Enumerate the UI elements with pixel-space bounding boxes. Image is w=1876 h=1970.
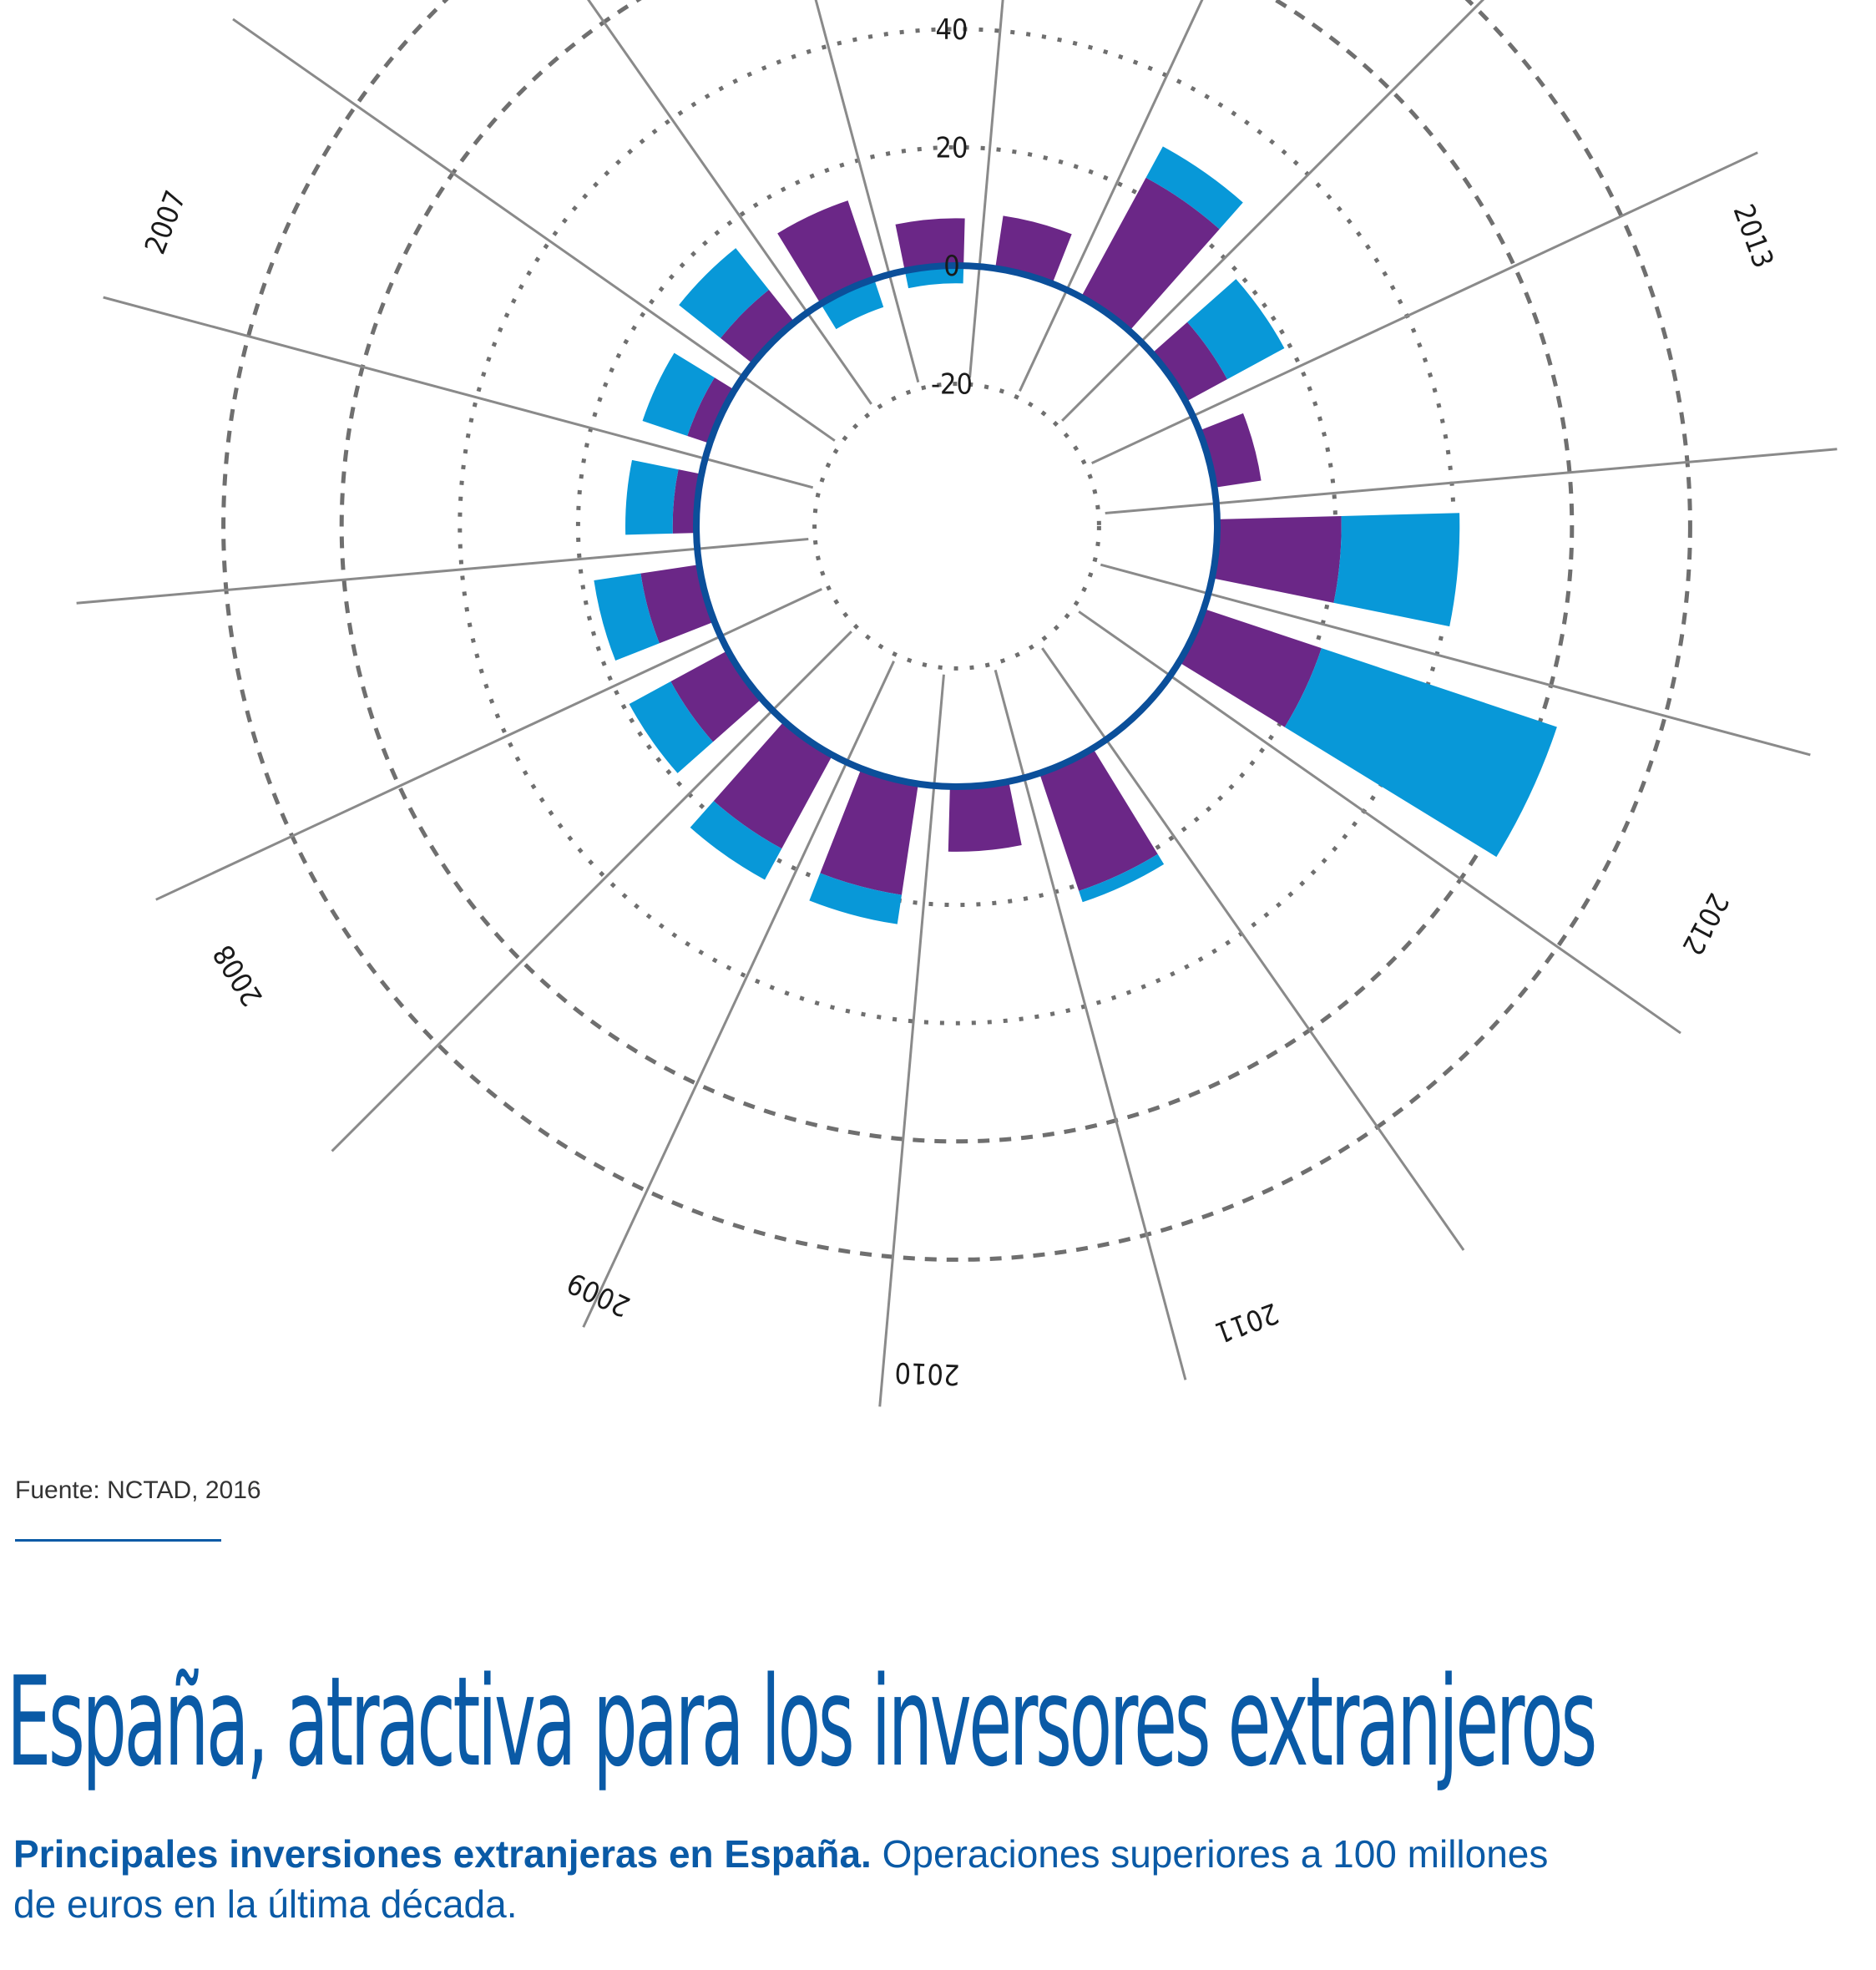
- bar-segment-base: [1151, 322, 1227, 403]
- subtitle: Principales inversiones extranjeras en E…: [13, 1829, 1600, 1929]
- bar-segment-extra: [642, 352, 715, 437]
- bar-segment-base: [1199, 413, 1262, 488]
- source-note: Fuente: NCTAD, 2016: [15, 1476, 261, 1504]
- spokes: [76, 0, 1838, 1407]
- spoke: [1100, 563, 1811, 757]
- year-label: 2013: [1727, 200, 1780, 272]
- year-label: 2012: [1675, 888, 1735, 960]
- bar-segment-extra: [1079, 853, 1165, 903]
- spoke: [1078, 610, 1681, 1035]
- bar-segment-base: [1039, 748, 1158, 891]
- spoke: [994, 669, 1187, 1380]
- zero-ring: [693, 262, 1221, 790]
- spoke: [1091, 151, 1758, 464]
- bar-segment-base: [895, 218, 965, 271]
- grid-ring: [812, 382, 1101, 671]
- radial-tick-label: 40: [936, 13, 968, 47]
- bar-segment-extra: [1284, 648, 1557, 858]
- spoke: [1041, 647, 1465, 1251]
- year-label: 2009: [562, 1265, 635, 1323]
- bar-segment-base: [948, 781, 1022, 852]
- radial-tick-label: -20: [931, 368, 973, 402]
- bar-segment-base: [687, 377, 735, 444]
- grid-ring: [221, 0, 1692, 1262]
- bar-segment-extra: [809, 873, 903, 924]
- spoke: [878, 674, 945, 1407]
- bar-segment-extra: [1145, 146, 1243, 230]
- spoke: [1061, 0, 1485, 422]
- grid-ring: [339, 0, 1575, 1144]
- bar-segment-base: [713, 721, 833, 849]
- spoke: [582, 661, 895, 1328]
- bar-segment-base: [721, 290, 795, 364]
- spoke: [76, 538, 809, 605]
- year-label: 2010: [894, 1355, 960, 1391]
- bar-segment-extra: [1187, 279, 1285, 380]
- bar-segment-base: [995, 215, 1072, 284]
- bar-segment-extra: [625, 459, 679, 535]
- spoke: [1019, 0, 1204, 392]
- grid-rings: [221, 0, 1692, 1262]
- bar-segment-extra: [690, 801, 782, 880]
- spoke: [331, 631, 852, 1152]
- bars: [594, 146, 1557, 924]
- spoke: [103, 296, 814, 489]
- bar-segment-extra: [820, 279, 884, 330]
- source-rule: [15, 1539, 221, 1542]
- subtitle-bold: Principales inversiones extranjeras en E…: [13, 1832, 872, 1876]
- bar-segment-base: [777, 200, 875, 304]
- bar-segment-base: [1179, 608, 1322, 727]
- subtitle-rest: Operaciones superiores a 100 millones de…: [13, 1832, 1549, 1926]
- spoke: [155, 588, 822, 901]
- bar-segment-extra: [1333, 513, 1460, 627]
- spoke: [814, 0, 920, 383]
- bar-segment-extra: [629, 681, 713, 773]
- spoke: [1105, 448, 1838, 514]
- spoke: [232, 18, 836, 442]
- bar-segment-base: [820, 768, 918, 895]
- radial-ticks: 40 20 0 -20: [931, 13, 973, 402]
- year-label: 2007: [139, 186, 193, 259]
- spoke: [587, 0, 872, 405]
- bar-segment-extra: [594, 573, 660, 661]
- radial-chart: 40 20 0 -20 2007 2008 2009 2010 2011 2012 2013: [76, 0, 1838, 1407]
- year-label: 2011: [1211, 1296, 1283, 1350]
- radial-tick-label: 0: [943, 250, 959, 283]
- page-title: España, atractiva para los inversores ex…: [7, 1650, 1597, 1794]
- spoke: [968, 0, 1004, 378]
- bar-segment-base: [1211, 515, 1342, 603]
- radial-tick-label: 20: [936, 131, 968, 165]
- year-label: 2008: [207, 939, 270, 1011]
- bar-segment-base: [640, 565, 715, 644]
- bar-segment-base: [1080, 177, 1220, 332]
- bar-segment-extra: [679, 248, 769, 338]
